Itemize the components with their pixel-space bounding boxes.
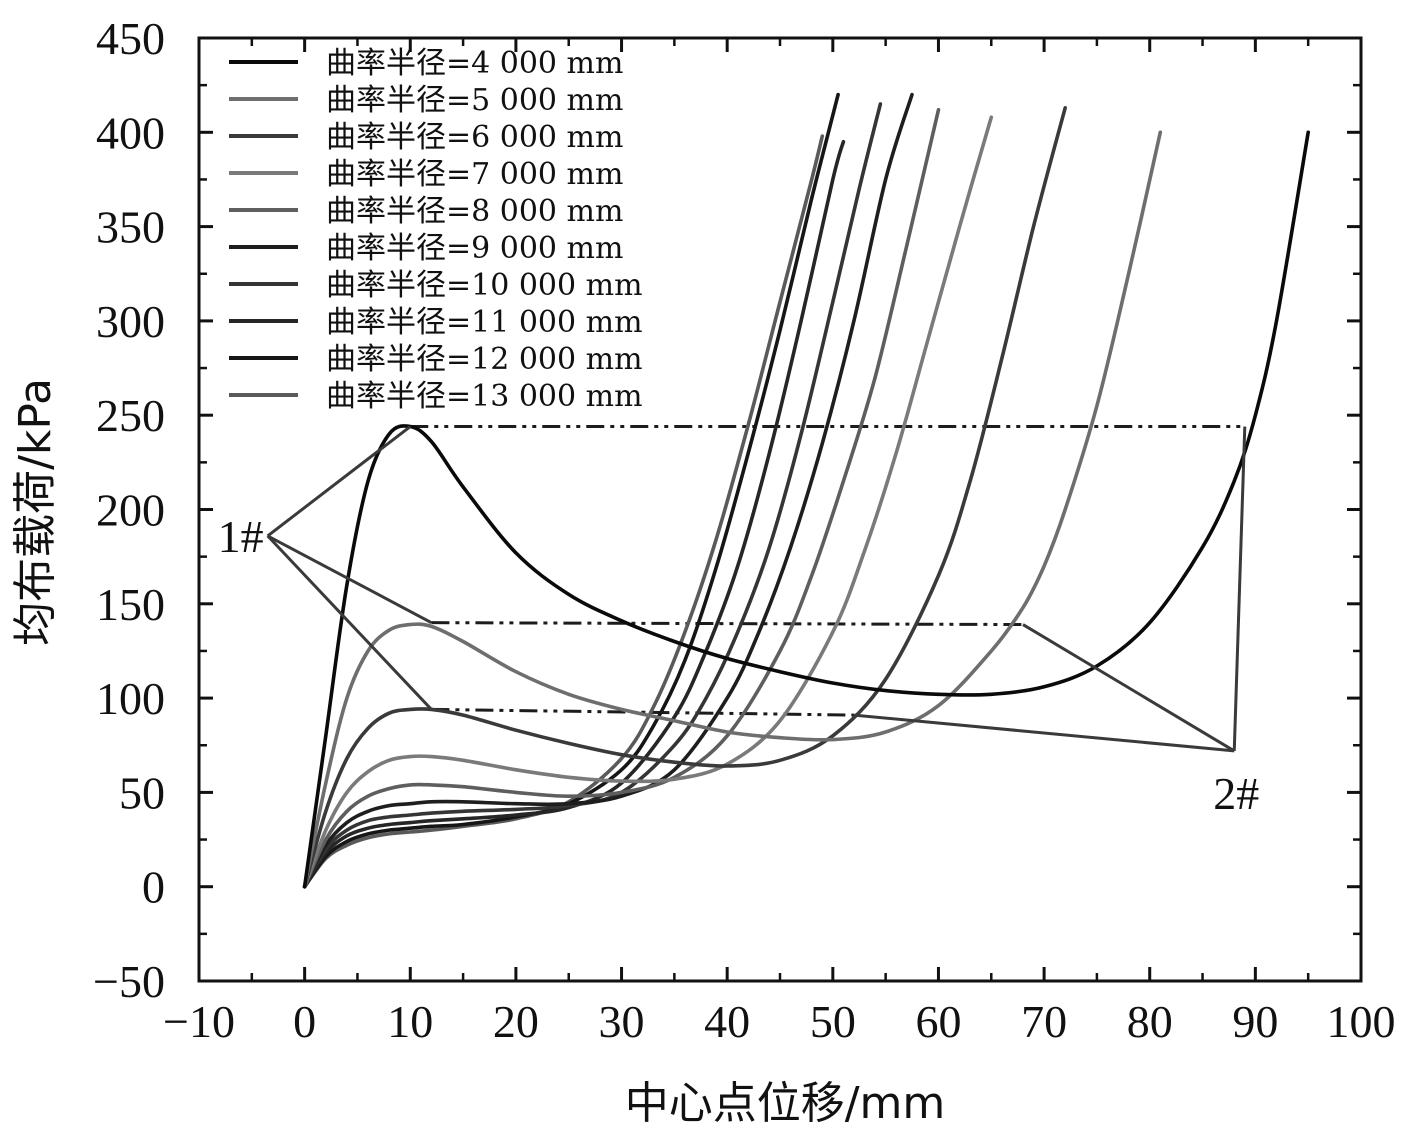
y-tick-label: 400 <box>96 107 165 158</box>
annotation-pointer <box>266 425 412 538</box>
series-line <box>302 115 994 889</box>
series-line <box>302 102 883 889</box>
series-line <box>302 134 825 889</box>
annotation-pointer <box>266 534 433 711</box>
legend-label: 曲率半径=7 000 mm <box>326 157 623 192</box>
annotation-pointer <box>1232 426 1247 751</box>
annotation-label: 1# <box>218 511 264 562</box>
y-tick-label: 350 <box>96 202 165 253</box>
annotation-layer: 1# 2# <box>218 425 1259 819</box>
y-axis-title: 均布载荷/kPa <box>10 378 61 646</box>
x-axis-title: 中心点位移/mm <box>625 1078 946 1129</box>
legend-label: 曲率半径=12 000 mm <box>326 342 643 377</box>
x-tick-label: 80 <box>1127 996 1173 1047</box>
x-tick-label: 70 <box>1021 996 1067 1047</box>
annotation-pointer <box>853 713 1235 753</box>
series-layer <box>302 92 1310 889</box>
x-tick-label: −10 <box>163 996 235 1047</box>
reference-line <box>431 621 1023 627</box>
legend-label: 曲率半径=11 000 mm <box>326 305 643 340</box>
x-tick-label: 30 <box>599 996 645 1047</box>
y-tick-label: 200 <box>96 485 165 536</box>
series-line <box>302 130 1163 889</box>
series-line <box>302 130 1310 889</box>
x-tick-label: 100 <box>1327 996 1396 1047</box>
x-tick-label: 0 <box>293 996 316 1047</box>
legend-label: 曲率半径=8 000 mm <box>326 194 623 229</box>
y-tick-label: −50 <box>93 956 165 1007</box>
y-tick-label: 150 <box>96 579 165 630</box>
x-tick-label: 60 <box>915 996 961 1047</box>
annotation-pointer <box>266 534 433 624</box>
y-tick-label: 100 <box>96 673 165 724</box>
y-tick-label: 0 <box>142 862 165 913</box>
legend-label: 曲率半径=5 000 mm <box>326 83 623 118</box>
annotation-label: 2# <box>1213 768 1259 819</box>
x-tick-label: 50 <box>810 996 856 1047</box>
x-tick-label: 20 <box>493 996 539 1047</box>
x-tick-label: 90 <box>1232 996 1278 1047</box>
legend-label: 曲率半径=10 000 mm <box>326 268 643 303</box>
series-line <box>302 107 941 889</box>
legend-label: 曲率半径=6 000 mm <box>326 120 623 155</box>
y-tick-label: 250 <box>96 390 165 441</box>
x-tick-label: 10 <box>387 996 433 1047</box>
legend-label: 曲率半径=9 000 mm <box>326 231 623 266</box>
y-tick-label: 50 <box>119 767 165 818</box>
annotation-pointer <box>1022 623 1236 753</box>
axes-layer: −10 0 10 20 30 40 50 60 70 80 90 100 −50 0 50 100 150 200… <box>93 13 1395 1047</box>
y-tick-label: 300 <box>96 296 165 347</box>
legend-label: 曲率半径=13 000 mm <box>326 379 643 414</box>
x-tick-label: 40 <box>704 996 750 1047</box>
y-tick-label: 450 <box>96 13 165 64</box>
series-line <box>302 92 914 889</box>
series-line <box>302 106 1067 889</box>
legend-label: 曲率半径=4 000 mm <box>326 46 623 81</box>
